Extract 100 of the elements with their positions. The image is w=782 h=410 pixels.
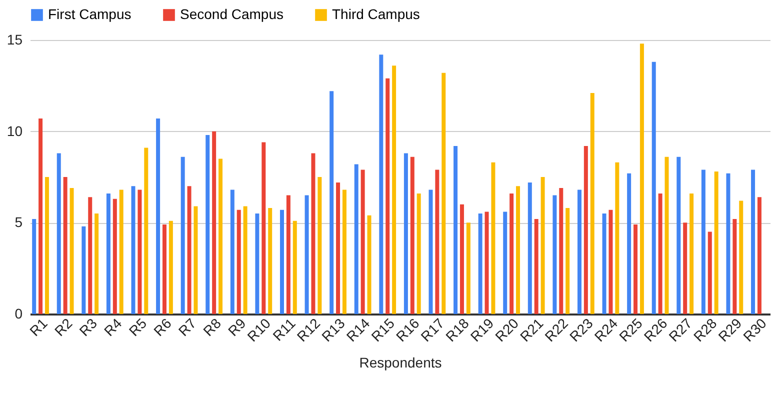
bar (243, 206, 248, 314)
bar (739, 200, 744, 314)
bar (442, 72, 446, 314)
bar (701, 170, 706, 314)
x-tick-label: R28 (690, 314, 720, 345)
x-tick-label: R8 (200, 314, 224, 340)
bar (318, 177, 322, 314)
bar (82, 226, 86, 314)
bar (180, 156, 185, 314)
bar (194, 206, 198, 314)
bar (608, 210, 613, 314)
bar (106, 193, 110, 314)
bar (552, 195, 557, 314)
bar (311, 153, 316, 314)
y-tick-label: 5 (14, 214, 23, 230)
bar (354, 164, 358, 314)
bar (218, 158, 223, 314)
bar (292, 220, 297, 314)
bar (714, 172, 718, 314)
x-tick-label: R5 (126, 314, 150, 340)
bar (360, 170, 365, 314)
bar (528, 182, 532, 314)
bar (634, 224, 638, 314)
x-tick-label: R7 (175, 314, 200, 340)
bar (416, 193, 421, 314)
bar (56, 153, 61, 314)
legend-label: Second Campus (180, 6, 284, 22)
bar (658, 193, 662, 314)
bar (577, 190, 582, 314)
bar (392, 66, 396, 314)
x-tick-label: R4 (100, 314, 125, 340)
bar (510, 193, 514, 314)
x-tick-label: R16 (392, 314, 422, 345)
bar (757, 197, 762, 314)
x-tick-label: R26 (640, 314, 670, 345)
bar (88, 197, 92, 314)
bar (206, 134, 210, 314)
bar (156, 118, 160, 314)
bar (144, 148, 148, 314)
bar (187, 186, 192, 314)
bar (652, 62, 656, 314)
bar (38, 118, 43, 314)
bar (726, 173, 730, 314)
legend-label: First Campus (48, 6, 132, 22)
bar (255, 214, 260, 314)
bar (566, 208, 570, 314)
bar (236, 210, 241, 314)
bar (280, 210, 284, 314)
bar (286, 195, 290, 314)
x-tick-label: R2 (51, 314, 76, 340)
bar (590, 92, 594, 314)
bar (336, 182, 340, 314)
bar (162, 224, 166, 314)
bar (708, 232, 712, 314)
bar (138, 190, 142, 314)
bar (367, 215, 372, 314)
bar (230, 190, 234, 314)
x-tick-label: R14 (343, 314, 373, 345)
bar (627, 173, 632, 314)
legend-label: Third Campus (332, 6, 420, 22)
bar (262, 142, 266, 314)
bar (63, 177, 68, 314)
bar (94, 214, 99, 314)
x-tick-label: R6 (150, 314, 175, 340)
y-tick-label: 10 (6, 122, 23, 139)
bar (664, 156, 669, 314)
bar (751, 170, 756, 314)
bar (342, 190, 346, 314)
bar (466, 222, 470, 314)
bar (410, 156, 414, 314)
bar (386, 78, 390, 314)
bar (683, 222, 688, 314)
bar (534, 219, 538, 314)
x-tick-label: R21 (516, 314, 546, 345)
x-axis-title: Respondents (359, 354, 442, 371)
bar (428, 190, 433, 314)
bar (484, 212, 489, 314)
bar (268, 208, 272, 314)
bar (330, 91, 334, 314)
bar (640, 44, 644, 314)
x-tick-label: R30 (740, 314, 770, 345)
bar (454, 146, 458, 314)
bar (540, 177, 545, 314)
bar (112, 198, 117, 314)
bar (212, 131, 216, 314)
bar (304, 195, 309, 314)
bar (44, 177, 49, 314)
bar (503, 212, 508, 314)
bar (460, 204, 464, 314)
bar (491, 162, 496, 314)
bar (602, 214, 606, 314)
y-tick-label: 0 (14, 306, 23, 322)
bar (615, 162, 620, 314)
bar (676, 156, 681, 314)
y-tick-label: 15 (6, 32, 23, 48)
bar (404, 153, 408, 314)
bar (690, 193, 694, 314)
bar (70, 188, 74, 314)
bar (131, 186, 136, 314)
bar (119, 190, 124, 314)
